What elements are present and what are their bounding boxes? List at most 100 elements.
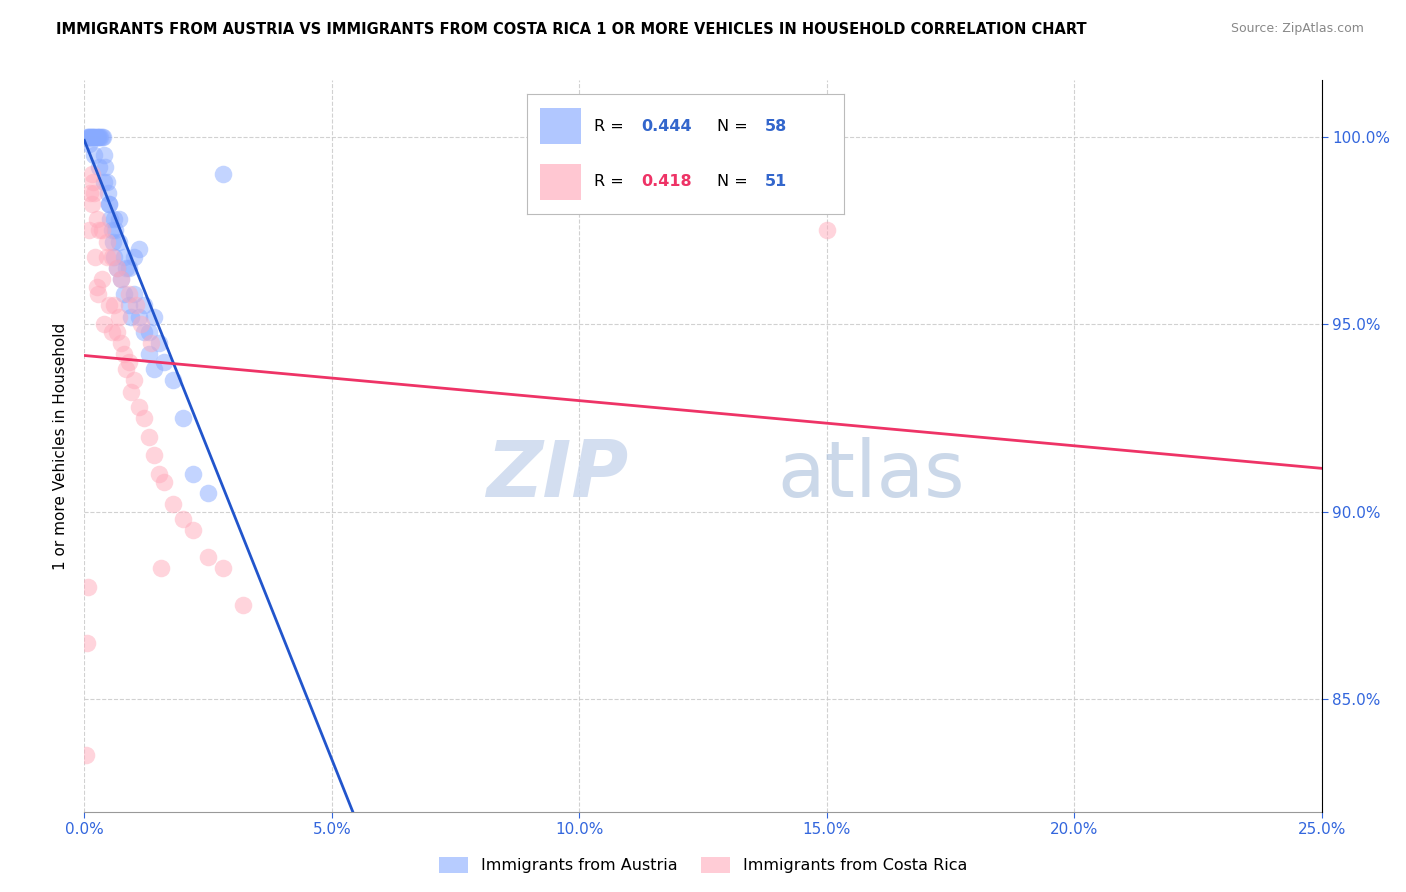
- Point: [115, 362, 138, 376]
- Point: [96, 235, 118, 249]
- Point: [129, 317, 152, 331]
- Point: [101, 235, 124, 249]
- Point: [80, 129, 103, 144]
- Point: [815, 223, 838, 237]
- Point: [212, 561, 235, 575]
- Point: [118, 298, 141, 312]
- Point: [89, 160, 111, 174]
- Point: [120, 384, 142, 399]
- Text: N =: N =: [717, 119, 754, 134]
- Point: [79, 129, 101, 144]
- Point: [105, 325, 128, 339]
- Point: [90, 129, 112, 144]
- Point: [79, 223, 101, 237]
- Point: [103, 212, 125, 227]
- Point: [172, 512, 194, 526]
- Point: [89, 129, 111, 144]
- Point: [142, 449, 165, 463]
- Point: [181, 467, 204, 482]
- Point: [79, 129, 101, 144]
- Point: [103, 250, 125, 264]
- Y-axis label: 1 or more Vehicles in Household: 1 or more Vehicles in Household: [53, 322, 69, 570]
- Point: [82, 175, 104, 189]
- Point: [197, 549, 219, 564]
- Point: [162, 497, 184, 511]
- Point: [138, 429, 160, 443]
- Point: [80, 197, 103, 211]
- Point: [138, 347, 160, 361]
- Point: [97, 186, 120, 200]
- Point: [110, 272, 132, 286]
- Point: [84, 250, 107, 264]
- Point: [100, 325, 122, 339]
- Point: [112, 250, 135, 264]
- Point: [148, 467, 170, 482]
- Point: [104, 223, 127, 237]
- Point: [83, 148, 105, 162]
- Point: [128, 400, 150, 414]
- Text: 0.444: 0.444: [641, 119, 692, 134]
- Point: [86, 129, 108, 144]
- Point: [76, 129, 98, 144]
- Point: [91, 129, 114, 144]
- Point: [79, 136, 101, 151]
- Point: [197, 486, 219, 500]
- Point: [122, 287, 145, 301]
- Point: [83, 129, 105, 144]
- Point: [98, 197, 121, 211]
- Point: [118, 260, 141, 275]
- Point: [96, 250, 118, 264]
- Bar: [540, 108, 581, 145]
- Point: [128, 242, 150, 256]
- Point: [86, 212, 108, 227]
- Point: [87, 129, 110, 144]
- Point: [76, 636, 98, 650]
- Point: [108, 212, 131, 227]
- Point: [148, 335, 170, 350]
- Point: [86, 279, 108, 293]
- Point: [152, 475, 174, 489]
- Point: [105, 260, 128, 275]
- Point: [98, 212, 121, 227]
- Point: [93, 148, 115, 162]
- Text: R =: R =: [593, 174, 628, 189]
- Text: N =: N =: [717, 174, 754, 189]
- Point: [90, 223, 112, 237]
- Point: [212, 167, 235, 181]
- Point: [132, 325, 155, 339]
- Point: [138, 325, 160, 339]
- Point: [172, 410, 194, 425]
- Point: [83, 186, 105, 200]
- Point: [142, 362, 165, 376]
- Point: [87, 287, 110, 301]
- Point: [141, 335, 163, 350]
- Point: [105, 260, 128, 275]
- Point: [100, 223, 122, 237]
- Text: Source: ZipAtlas.com: Source: ZipAtlas.com: [1230, 22, 1364, 36]
- Point: [132, 298, 155, 312]
- Point: [112, 287, 135, 301]
- Point: [232, 599, 254, 613]
- Text: ZIP: ZIP: [486, 437, 628, 513]
- Point: [115, 260, 138, 275]
- Text: 51: 51: [765, 174, 787, 189]
- Point: [108, 310, 131, 324]
- Point: [75, 748, 97, 763]
- Point: [125, 298, 148, 312]
- Text: R =: R =: [593, 119, 628, 134]
- Point: [132, 410, 155, 425]
- Point: [162, 373, 184, 387]
- Point: [98, 197, 121, 211]
- Point: [89, 129, 111, 144]
- Point: [118, 354, 141, 368]
- Text: 0.418: 0.418: [641, 174, 692, 189]
- Point: [122, 250, 145, 264]
- Point: [142, 310, 165, 324]
- Point: [122, 373, 145, 387]
- Text: 58: 58: [765, 119, 787, 134]
- Point: [100, 250, 122, 264]
- Point: [82, 129, 104, 144]
- Point: [77, 129, 100, 144]
- Point: [103, 298, 125, 312]
- Point: [93, 175, 115, 189]
